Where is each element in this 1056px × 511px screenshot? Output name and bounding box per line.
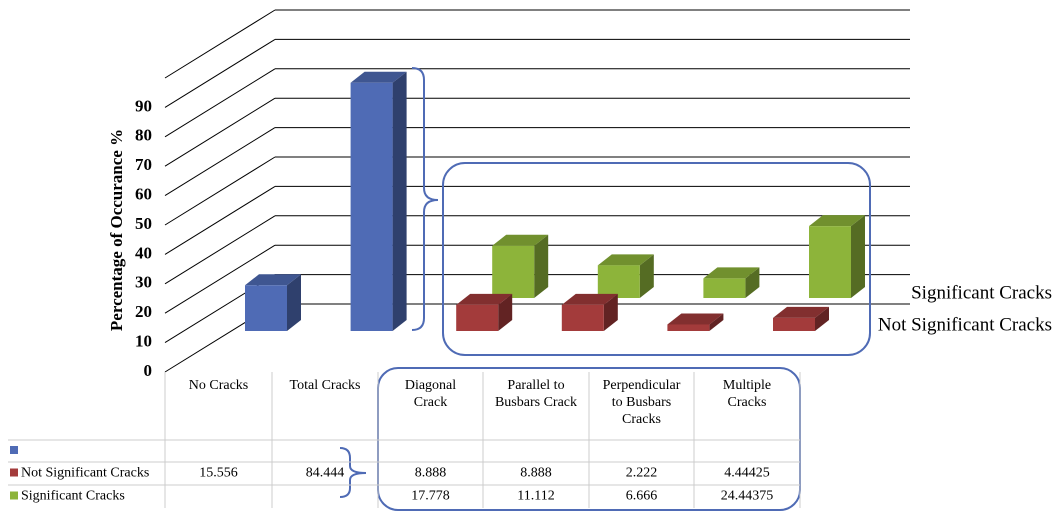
bar-top [703,267,760,279]
y-tick-label: 60 [135,185,152,204]
y-tick-label: 20 [135,302,152,321]
y-tick-label: 30 [135,273,152,292]
bar [456,304,499,331]
bar [245,285,287,331]
grid-line [164,156,276,226]
bars [245,71,865,331]
table-value: 8.888 [520,466,552,481]
bar-side [639,254,654,298]
bar [492,245,535,298]
bar-side [287,274,301,331]
table-value: 84.444 [306,466,345,481]
depth-label: Significant Cracks [911,282,1052,303]
y-tick-label: 90 [135,96,152,115]
y-tick-label: 50 [135,214,152,233]
x-tick-label: Total Cracks [290,378,361,393]
highlight-box [442,162,871,356]
data-table: No Cracks Total Cracks Diagonal Crack Parall… [8,372,801,508]
table-value: 24.44375 [721,489,774,504]
y-tick-label: 70 [135,155,152,174]
depth-label: Not Significant Cracks [878,314,1052,335]
bar-top [561,293,618,305]
grid-line [164,127,276,197]
bar-top [773,306,829,318]
bar [597,265,640,298]
bar [703,278,746,298]
table-value: 8.888 [415,466,447,481]
y-axis-label: Percentage of Occurance % [107,129,126,331]
x-tick-label: Multiple Cracks [723,378,771,410]
y-tick-label: 40 [135,243,152,262]
y-tick-label: 0 [144,361,153,380]
table-bracket [339,447,367,498]
bar [809,226,851,298]
bar-top [667,313,724,325]
bar-top [809,215,865,227]
bar-top [597,254,654,266]
bar-side [534,234,549,298]
bar [667,324,710,331]
table-value: 6.666 [626,489,658,504]
table-value: 2.222 [626,466,658,481]
bar-side [851,215,865,298]
table-value: 4.44425 [724,466,770,481]
grid-line [164,185,276,255]
bar-top [456,293,513,305]
bar-top [492,234,549,246]
bar-side [392,71,407,331]
bar [350,82,393,331]
legend-swatch [10,468,18,477]
bar-side [498,293,513,331]
table-value: 17.778 [411,489,450,504]
x-tick-label: Parallel to Busbars Crack [495,378,577,410]
grid-line [164,97,276,167]
bar-top [350,71,407,83]
y-tick-label: 80 [135,126,152,145]
legend-label: Not Significant Cracks [21,466,149,481]
table-value: 15.556 [199,466,238,481]
bar [773,317,815,331]
bar-side [815,306,829,331]
grid-line [164,215,276,285]
legend-label: Significant Cracks [21,489,125,504]
frame-line [164,9,276,79]
legend-swatch [10,446,18,454]
bracket [411,67,439,331]
y-tick-label: 10 [135,332,152,351]
bar-top [245,274,301,286]
grid-line [164,38,276,108]
bar-side [603,293,618,331]
x-tick-label: Perpendicular to Busbars Cracks [603,378,681,427]
x-tick-label: No Cracks [189,378,249,393]
table-value: 11.112 [517,489,554,504]
x-tick-label: Diagonal Crack [405,378,456,410]
grid-line [164,244,276,314]
grid-line [164,68,276,138]
bar-side [745,267,760,298]
bar-side [709,313,724,331]
legend-swatch [10,491,18,500]
bar [561,304,604,331]
